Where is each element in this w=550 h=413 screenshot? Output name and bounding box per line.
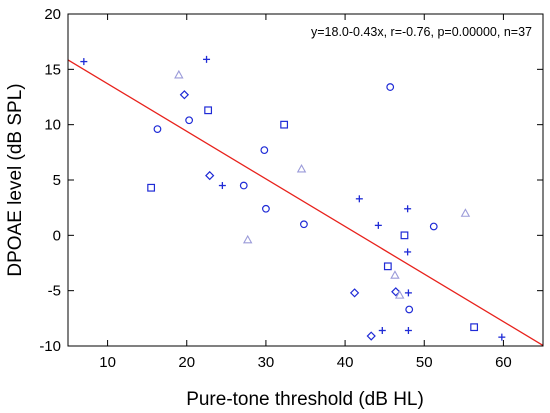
- plot-marks: [67, 55, 544, 347]
- point-diamond: [205, 170, 215, 181]
- point-circle: [262, 204, 270, 213]
- plot-frame: [67, 13, 544, 347]
- y-tick-label: 5: [53, 172, 61, 189]
- regression-annotation: y=18.0-0.43x, r=-0.76, p=0.00000, n=37: [311, 25, 532, 39]
- y-tick-label: 0: [53, 227, 61, 244]
- x-tick-label: 30: [258, 354, 275, 371]
- point-plus: [404, 248, 412, 256]
- point-plus: [404, 289, 412, 297]
- point-plus: [378, 327, 386, 335]
- point-plus: [404, 327, 412, 335]
- x-tick-label: 50: [416, 354, 433, 371]
- point-square: [147, 183, 156, 192]
- point-triangle: [394, 290, 405, 299]
- y-axis-label: DPOAE level (dB SPL): [5, 83, 26, 276]
- point-square: [204, 106, 213, 115]
- point-circle: [429, 222, 438, 231]
- point-triangle: [460, 208, 471, 217]
- point-square: [400, 231, 409, 240]
- point-circle: [260, 146, 269, 155]
- point-plus: [404, 205, 412, 213]
- point-circle: [405, 305, 414, 314]
- point-triangle: [296, 164, 307, 173]
- point-diamond: [179, 90, 190, 100]
- point-circle: [185, 116, 194, 125]
- point-diamond: [391, 287, 401, 297]
- y-tick-label: -5: [48, 283, 61, 300]
- x-tick-label: 20: [178, 354, 195, 371]
- point-circle: [300, 220, 308, 229]
- point-plus: [498, 333, 506, 341]
- point-triangle: [174, 69, 184, 79]
- y-tick-label: 10: [44, 117, 61, 134]
- point-plus: [355, 195, 363, 203]
- point-triangle: [390, 270, 400, 279]
- x-tick-label: 60: [495, 354, 512, 371]
- point-square: [383, 262, 392, 271]
- y-tick-label: 15: [44, 61, 61, 78]
- axes: 10 20 30 40 50 60 -10 -5 0 5 10 15 20: [39, 6, 544, 371]
- point-square: [470, 323, 479, 332]
- point-diamond: [366, 331, 376, 341]
- point-triangle: [242, 234, 253, 244]
- x-tick-label: 40: [337, 354, 354, 371]
- x-axis-label: Pure-tone threshold (dB HL): [186, 389, 424, 410]
- y-tick-label: 20: [44, 6, 61, 23]
- point-circle: [239, 181, 248, 190]
- regression-line: [67, 59, 544, 347]
- point-square: [280, 120, 289, 129]
- point-plus: [374, 221, 382, 229]
- point-circle: [153, 125, 162, 133]
- y-tick-label: -10: [39, 338, 61, 355]
- x-tick-label: 10: [99, 354, 116, 371]
- point-plus: [80, 58, 88, 66]
- point-diamond: [349, 288, 360, 298]
- point-plus: [218, 182, 226, 190]
- point-circle: [386, 83, 395, 91]
- point-plus: [203, 55, 211, 63]
